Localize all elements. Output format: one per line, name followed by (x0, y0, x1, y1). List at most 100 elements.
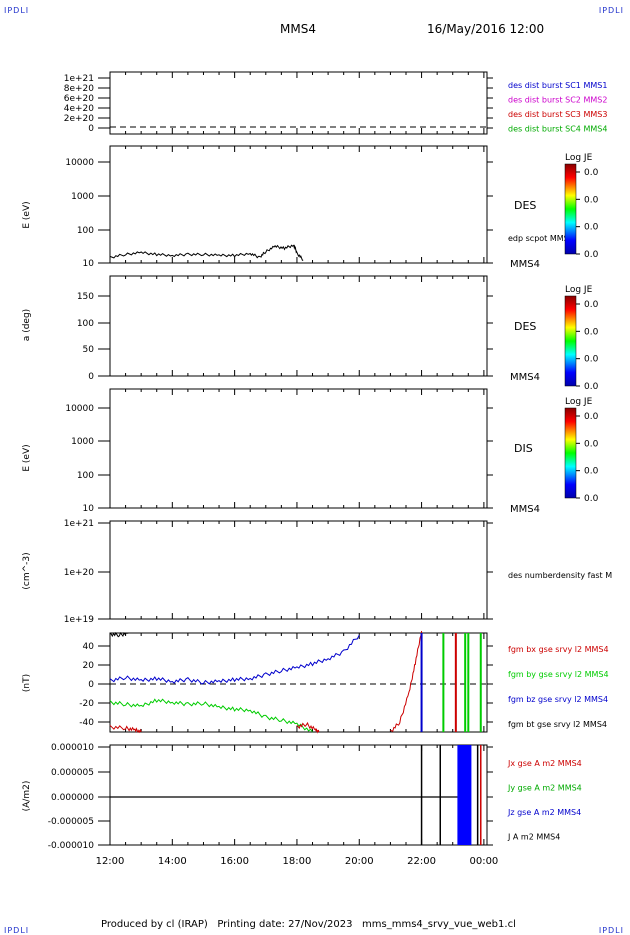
xaxis-tick-label: 16:00 (220, 856, 249, 867)
panel-dis-energy-ytick-label: 100 (77, 471, 94, 481)
panel-des-pitch-ytick-label: 50 (83, 345, 95, 355)
xaxis-tick-label: 22:00 (407, 856, 436, 867)
panel-dis-energy-ylabel: E (eV) (22, 444, 32, 471)
corner-label-bottom-left: IPDLI (4, 926, 30, 935)
panel-des-pitch-colorbar-tick-label: 0.0 (584, 327, 599, 337)
panel-burst-legend-entry: des dist burst SC1 MMS1 (508, 81, 607, 90)
panel-des-energy-frame (109, 145, 488, 264)
panel-des-pitch-frame (109, 275, 488, 377)
panel-des-energy-colorbar-tick-label: 0.0 (584, 223, 599, 233)
panel-current-ylabel: (A/m2) (22, 781, 32, 812)
panel-dis-energy-colorbar-tick-label: 0.0 (584, 412, 599, 422)
panel-density-ytick-label: 1e+21 (64, 519, 94, 529)
panel-fgm-series-line (109, 698, 313, 733)
panel-fgm-series-line (109, 724, 142, 734)
panel-des-energy-ytick-label: 100 (77, 226, 94, 236)
panel-des-energy-colorbar-tick-label: 0.0 (584, 168, 599, 178)
panel-fgm-ytick-label: -20 (79, 699, 94, 709)
panel-current-jz-burst (457, 745, 472, 845)
panel-burst-ytick-label: 2e+20 (64, 114, 95, 124)
plot-date: 16/May/2016 12:00 (427, 22, 545, 36)
panel-current-ytick-label: -0.000005 (48, 817, 94, 827)
xaxis-tick-label: 00:00 (469, 856, 498, 867)
panel-dis-energy-ytick-label: 1000 (71, 437, 94, 447)
panel-fgm-series-line (296, 721, 320, 734)
panel-density-ytick-label: 1e+19 (64, 615, 95, 625)
panel-des-energy-ytick-label: 1000 (71, 192, 94, 202)
panel-fgm-series-line (109, 634, 360, 685)
panel-des-pitch-colorbar-tick-label: 0.0 (584, 382, 599, 392)
panel-fgm-ytick-label: 40 (83, 642, 95, 652)
panel-burst-ytick-label: 0 (88, 124, 94, 134)
panel-burst-legend-entry: des dist burst SC4 MMS4 (508, 125, 607, 134)
panel-dis-energy-colorbar-tick-label: 0.0 (584, 439, 599, 449)
panel-des-energy-colorbar-tick-label: 0.0 (584, 250, 599, 260)
panel-dis-energy-colorbar-tick-label: 0.0 (584, 494, 599, 504)
corner-label-bottom-right: IPDLI (598, 926, 624, 935)
panel-dis-energy-colorbar-tick-label: 0.0 (584, 467, 599, 477)
panel-fgm-legend-entry: fgm bz gse srvy l2 MMS4 (508, 695, 608, 704)
panel-fgm-ytick-label: 20 (83, 661, 95, 671)
panel-fgm-legend-entry: fgm by gse srvy l2 MMS4 (508, 670, 609, 679)
panel-des-energy-ytick-label: 10 (83, 259, 95, 269)
panel-des-pitch-colorbar-title: Log JE (565, 285, 593, 295)
panel-des-energy-colorbar-title: Log JE (565, 153, 593, 163)
panel-burst-frame (109, 71, 488, 135)
panel-des-pitch-ytick-label: 100 (77, 319, 94, 329)
panel-dis-energy-colorbar-title: Log JE (565, 397, 593, 407)
panel-burst-ytick-label: 8e+20 (64, 84, 95, 94)
panel-density-frame (109, 520, 488, 620)
panel-des-pitch-colorbar-tick-label: 0.0 (584, 300, 599, 310)
panel-fgm-ytick-label: 0 (88, 680, 94, 690)
panel-burst-legend-entry: des dist burst SC3 MMS3 (508, 110, 607, 119)
xaxis-tick-label: 20:00 (345, 856, 374, 867)
panel-des-pitch-ytick-label: 150 (77, 292, 94, 302)
panel-dis-energy-colorbar (564, 407, 577, 499)
panel-des-energy-series-line (109, 244, 304, 261)
corner-label-top-right: IPDLI (598, 6, 624, 15)
panel-des-energy-ytick-label: 10000 (65, 158, 94, 168)
corner-label-top-left: IPDLI (4, 6, 30, 15)
panel-fgm-legend-entry: fgm bx gse srvy l2 MMS4 (508, 645, 609, 654)
xaxis-tick-label: 12:00 (96, 856, 125, 867)
panel-des-energy-colorbar-tick-label: 0.0 (584, 195, 599, 205)
panel-burst-ytick-label: 6e+20 (64, 94, 95, 104)
panel-current-ytick-label: 0.000005 (51, 768, 94, 778)
panel-fgm-ylabel: (nT) (22, 674, 32, 692)
panel-des-pitch-ytick-label: 0 (88, 372, 94, 382)
panel-des-pitch-colorbar-tick-label: 0.0 (584, 355, 599, 365)
panel-density-legend-entry: des numberdensity fast M (508, 571, 612, 580)
panel-current-legend-entry: Jx gse A m2 MMS4 (507, 759, 582, 768)
panel-des-pitch-spacecraft-label: MMS4 (510, 372, 540, 383)
panel-fgm-legend-entry: fgm bt gse srvy l2 MMS4 (508, 720, 607, 729)
panel-current-legend-entry: Jy gse A m2 MMS4 (507, 784, 582, 793)
panel-burst-ytick-label: 4e+20 (64, 104, 95, 114)
panel-current-ytick-label: 0.000000 (51, 793, 94, 803)
panel-dis-energy-frame (109, 388, 488, 509)
panel-des-energy-colorbar (564, 163, 577, 255)
panel-fgm-ytick-label: -40 (79, 718, 94, 728)
panel-current-legend-entry: J A m2 MMS4 (507, 833, 560, 842)
panel-des-energy-ylabel: E (eV) (22, 201, 32, 228)
panel-density-ylabel: (cm^-3) (22, 552, 32, 589)
panel-current-ytick-label: 0.000010 (51, 743, 94, 753)
panel-current-frame (109, 744, 488, 846)
panel-des-energy-instrument-label: DES (514, 199, 536, 212)
footer-credits: Produced by cl (IRAP) Printing date: 27/… (101, 919, 516, 930)
panel-density-ytick-label: 1e+20 (64, 568, 95, 578)
panel-current-ytick-label: -0.000010 (48, 841, 94, 851)
panel-dis-energy-instrument-label: DIS (514, 442, 533, 455)
panel-fgm-series-line (109, 632, 129, 638)
xaxis-tick-label: 14:00 (158, 856, 187, 867)
panel-fgm-frame (109, 632, 488, 733)
panel-des-energy-spacecraft-label: MMS4 (510, 259, 540, 270)
panel-burst-ytick-label: 1e+21 (64, 74, 94, 84)
panel-des-energy-line-label: edp scpot MMS4 (508, 234, 574, 243)
panel-dis-energy-ytick-label: 10 (83, 504, 95, 514)
panel-des-pitch-instrument-label: DES (514, 320, 536, 333)
panel-dis-energy-spacecraft-label: MMS4 (510, 504, 540, 515)
panel-dis-energy-ytick-label: 10000 (65, 404, 94, 414)
panel-burst-legend-entry: des dist burst SC2 MMS2 (508, 96, 607, 105)
spacecraft-title: MMS4 (280, 22, 316, 36)
